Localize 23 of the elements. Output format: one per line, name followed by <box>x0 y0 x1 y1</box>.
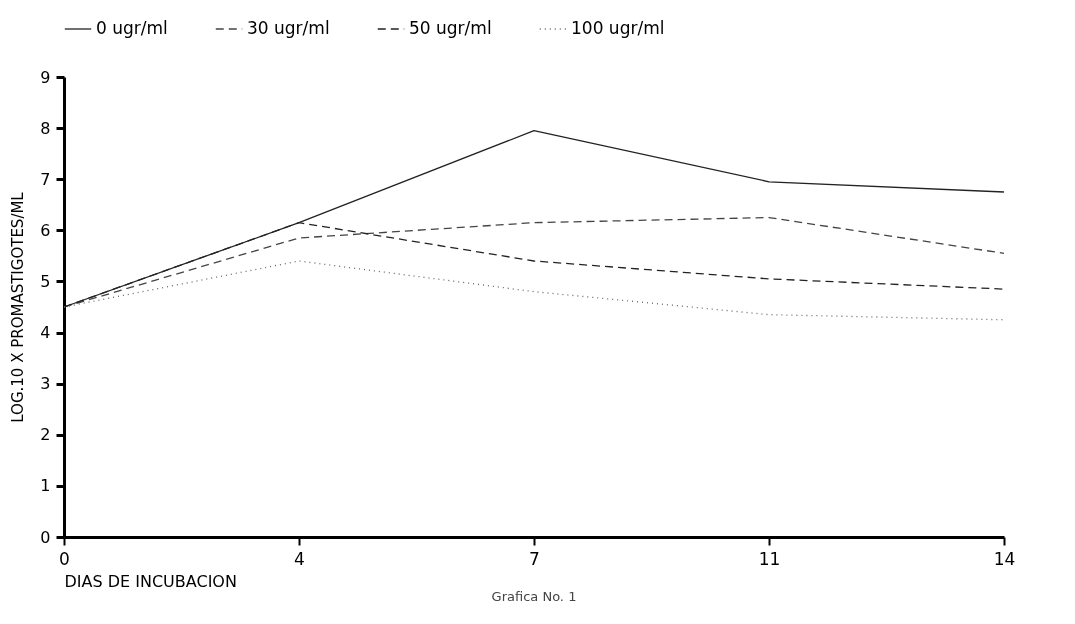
x-tick-label: 7 <box>529 548 540 569</box>
y-tick-label: 5 <box>40 271 51 291</box>
legend-label: 30 ugr/ml <box>247 18 330 38</box>
y-tick-label: 3 <box>40 374 51 394</box>
y-tick-label: 6 <box>40 220 51 240</box>
y-tick-label: 9 <box>40 67 51 87</box>
x-tick-label: 11 <box>758 548 781 569</box>
legend-label: 100 ugr/ml <box>571 18 665 38</box>
y-tick-label: 0 <box>40 527 51 547</box>
text: Grafica No. 1 <box>491 589 577 604</box>
x-tick-label: 4 <box>294 548 305 569</box>
y-tick-label: 8 <box>40 118 51 138</box>
y-tick-label: 2 <box>40 425 51 445</box>
x-axis-title: DIAS DE INCUBACION <box>64 571 237 591</box>
x-tick-label: 0 <box>59 548 70 569</box>
legend-label: 50 ugr/ml <box>409 18 492 38</box>
y-tick-label: 7 <box>40 169 51 189</box>
legend-label: 0 ugr/ml <box>96 18 168 38</box>
y-tick-label: 4 <box>40 323 51 343</box>
y-tick-label: 1 <box>40 476 51 496</box>
x-tick-label: 14 <box>993 548 1016 569</box>
y-axis-title: LOG.10 X PROMASTIGOTES/ML <box>9 191 28 423</box>
line-series <box>63 260 1005 321</box>
